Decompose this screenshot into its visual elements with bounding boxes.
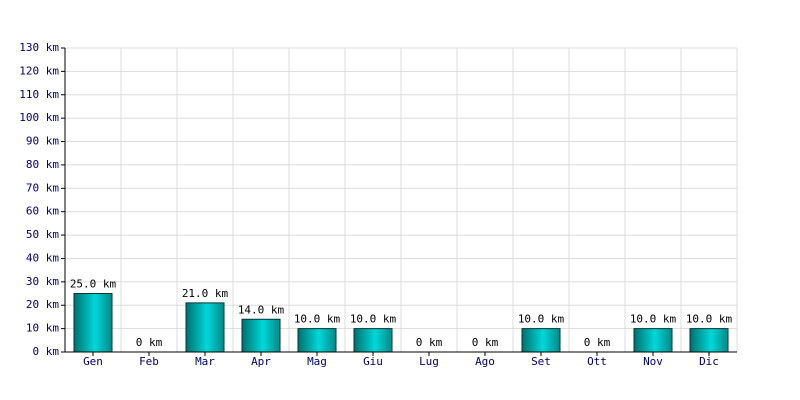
y-tick-label: 100 km [19, 111, 59, 124]
y-tick-label: 20 km [26, 298, 59, 311]
value-label: 0 km [416, 336, 443, 349]
value-label: 0 km [136, 336, 163, 349]
bar [633, 328, 673, 353]
x-tick-label: Mar [195, 355, 215, 368]
y-tick-label: 40 km [26, 251, 59, 264]
value-label: 10.0 km [686, 313, 733, 326]
bar [689, 328, 729, 353]
value-label: 0 km [472, 336, 499, 349]
bar [73, 293, 113, 353]
value-label: 10.0 km [350, 313, 397, 326]
value-label: 25.0 km [70, 278, 117, 291]
y-tick-label: 130 km [19, 41, 59, 54]
y-tick-label: 50 km [26, 228, 59, 241]
y-tick-label: 30 km [26, 275, 59, 288]
value-label: 10.0 km [518, 313, 565, 326]
y-tick-label: 110 km [19, 88, 59, 101]
y-tick-label: 60 km [26, 205, 59, 218]
y-tick-label: 120 km [19, 64, 59, 77]
value-label: 21.0 km [182, 287, 229, 300]
x-tick-label: Apr [251, 355, 271, 368]
x-tick-label: Ago [475, 355, 495, 368]
bar [353, 328, 393, 353]
bar [521, 328, 561, 353]
bar [185, 302, 225, 353]
y-tick-label: 0 km [33, 345, 60, 358]
x-tick-label: Lug [419, 355, 439, 368]
y-tick-label: 90 km [26, 135, 59, 148]
bar [297, 328, 337, 353]
x-tick-label: Nov [643, 355, 663, 368]
y-tick-label: 10 km [26, 322, 59, 335]
x-tick-label: Feb [139, 355, 159, 368]
x-tick-label: Mag [307, 355, 327, 368]
value-label: 10.0 km [294, 313, 341, 326]
y-tick-label: 70 km [26, 181, 59, 194]
x-tick-label: Dic [699, 355, 719, 368]
y-tick-label: 80 km [26, 158, 59, 171]
x-tick-label: Gen [83, 355, 103, 368]
x-tick-label: Giu [363, 355, 383, 368]
value-label: 10.0 km [630, 313, 677, 326]
x-tick-label: Ott [587, 355, 607, 368]
bar [241, 318, 281, 353]
value-label: 14.0 km [238, 303, 285, 316]
value-label: 0 km [584, 336, 611, 349]
x-tick-label: Set [531, 355, 551, 368]
